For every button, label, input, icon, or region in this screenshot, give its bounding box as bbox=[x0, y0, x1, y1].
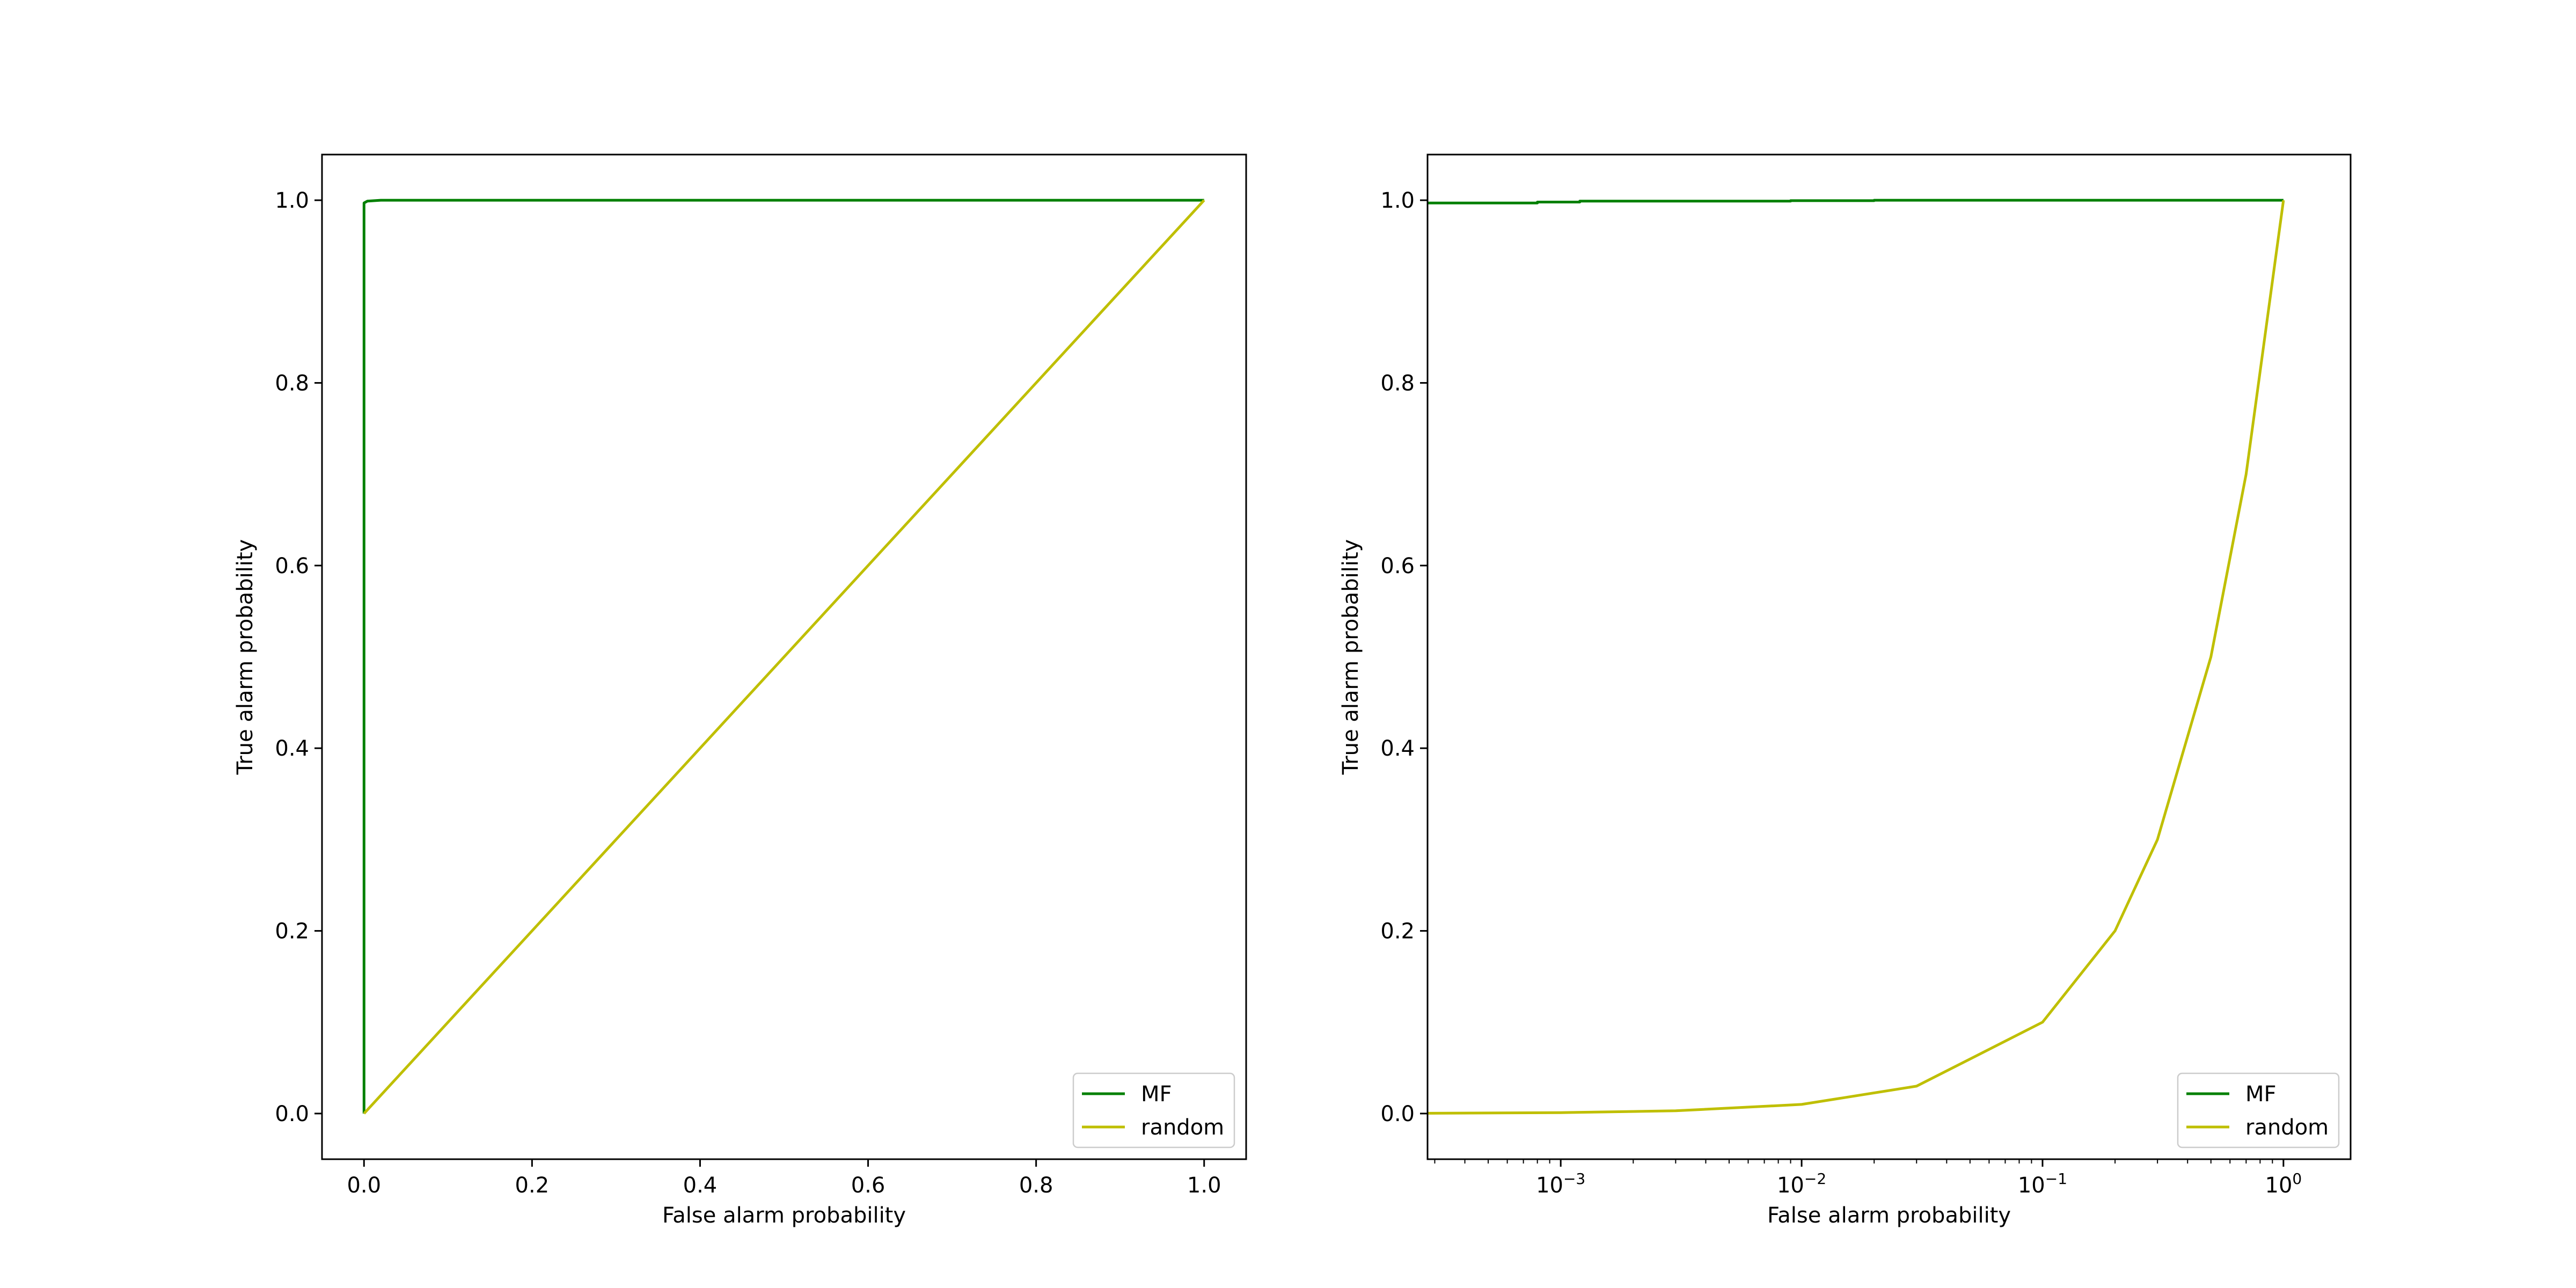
right-series-layer bbox=[1427, 199, 2285, 1115]
right-legend-random-label: random bbox=[2245, 1115, 2329, 1140]
left-legend-random-label: random bbox=[1141, 1115, 1224, 1140]
right-roc-panel-log: 0.0 0.2 0.4 0.6 0.8 1.0 10−3 10−2 10−1 100 False … bbox=[1338, 153, 2352, 1228]
right-legend: MF random bbox=[2177, 1072, 2340, 1148]
right-legend-box bbox=[2177, 1072, 2340, 1148]
right-plot-frame bbox=[1426, 153, 2352, 1160]
left-x-tick-label: 0.8 bbox=[1019, 1173, 1053, 1198]
left-y-tick-label: 0.6 bbox=[275, 554, 309, 579]
right-y-tick-label: 1.0 bbox=[1380, 188, 1415, 213]
right-series-random-line bbox=[1427, 200, 2285, 1115]
right-y-tick-label: 0.4 bbox=[1380, 736, 1415, 761]
left-y-tick-label: 0.4 bbox=[275, 736, 309, 761]
left-series-layer bbox=[362, 199, 1205, 1115]
right-y-tick-label: 0.8 bbox=[1380, 371, 1415, 396]
left-ticks: 0.0 0.2 0.4 0.6 0.8 1.0 0.0 0.2 0.4 0.6 0.8 1.0 bbox=[275, 188, 1221, 1198]
right-y-axis-label: True alarm probability bbox=[1338, 539, 1363, 775]
right-x-tick-label: 10−3 bbox=[1536, 1170, 1585, 1198]
left-y-axis-label: True alarm probability bbox=[233, 539, 258, 775]
right-y-tick-label: 0.0 bbox=[1380, 1102, 1415, 1126]
right-x-tick-label: 100 bbox=[2265, 1170, 2302, 1198]
left-x-axis-label: False alarm probability bbox=[662, 1203, 906, 1228]
left-plot-frame bbox=[321, 153, 1247, 1160]
left-series-random-line bbox=[363, 199, 1205, 1115]
right-ticks: 0.0 0.2 0.4 0.6 0.8 1.0 10−3 10−2 10−1 100 bbox=[1380, 188, 2302, 1198]
right-x-tick-label: 10−2 bbox=[1777, 1170, 1826, 1198]
left-x-tick-label: 0.2 bbox=[515, 1173, 550, 1198]
left-roc-panel: 0.0 0.2 0.4 0.6 0.8 1.0 0.0 0.2 0.4 0.6 0.8 1.0 Fal… bbox=[233, 153, 1247, 1228]
right-series-mf-line bbox=[1428, 199, 2284, 204]
left-x-tick-label: 1.0 bbox=[1187, 1173, 1221, 1198]
left-y-tick-label: 0.0 bbox=[275, 1102, 309, 1126]
right-x-tick-label: 10−1 bbox=[2018, 1170, 2067, 1198]
left-y-tick-label: 0.8 bbox=[275, 371, 309, 396]
left-legend-mf-label: MF bbox=[1141, 1082, 1172, 1107]
left-y-tick-label: 0.2 bbox=[275, 919, 309, 944]
left-x-tick-label: 0.6 bbox=[851, 1173, 885, 1198]
left-series-mf-line bbox=[362, 199, 1204, 1114]
left-x-tick-label: 0.0 bbox=[347, 1173, 381, 1198]
left-legend-box bbox=[1072, 1072, 1235, 1148]
left-x-tick-label: 0.4 bbox=[683, 1173, 718, 1198]
right-y-tick-label: 0.6 bbox=[1380, 554, 1415, 579]
right-y-tick-label: 0.2 bbox=[1380, 919, 1415, 944]
right-x-axis-label: False alarm probability bbox=[1767, 1203, 2011, 1228]
left-legend: MF random bbox=[1072, 1072, 1235, 1148]
right-legend-mf-label: MF bbox=[2245, 1082, 2277, 1107]
left-y-tick-label: 1.0 bbox=[275, 188, 309, 213]
